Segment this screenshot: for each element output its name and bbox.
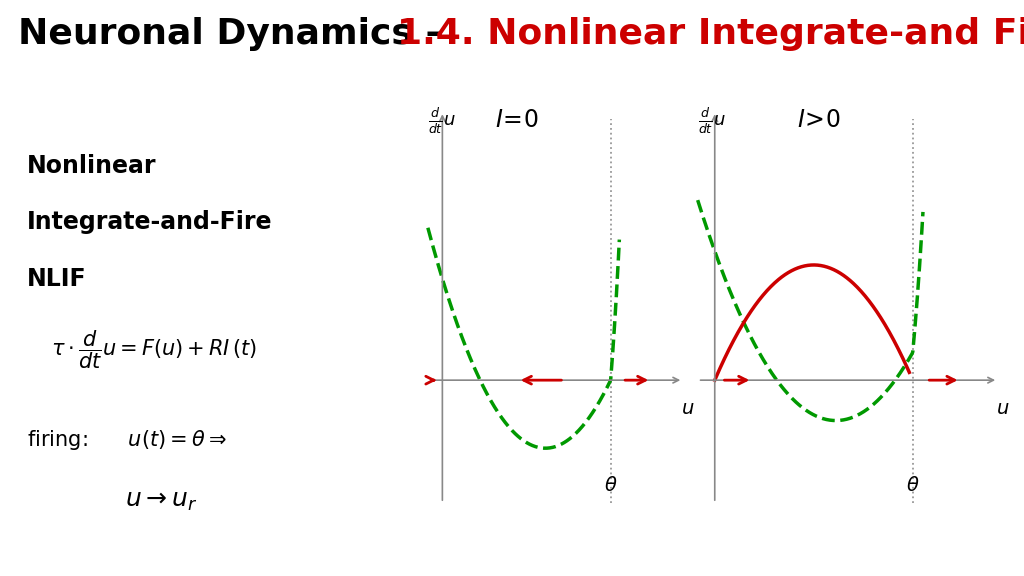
Text: $I\!=\!0$: $I\!=\!0$	[495, 108, 539, 132]
Text: $u$: $u$	[996, 399, 1010, 418]
Text: $u$: $u$	[681, 399, 695, 418]
Text: 1.4. Nonlinear Integrate-and Fire: 1.4. Nonlinear Integrate-and Fire	[397, 17, 1024, 51]
Text: Nonlinear: Nonlinear	[27, 154, 156, 177]
Text: $\theta$: $\theta$	[604, 476, 617, 495]
Text: Integrate-and-Fire: Integrate-and-Fire	[27, 210, 272, 234]
Text: $I\!>\!0$: $I\!>\!0$	[797, 108, 841, 132]
Text: $\frac{d}{dt}u$: $\frac{d}{dt}u$	[428, 107, 456, 137]
Text: $u \rightarrow u_r$: $u \rightarrow u_r$	[125, 489, 198, 513]
Text: $\theta$: $\theta$	[906, 476, 920, 495]
Text: NLIF: NLIF	[27, 267, 86, 291]
Text: $\tau \cdot \dfrac{d}{dt}u = F(u) + RI\,(t)$: $\tau \cdot \dfrac{d}{dt}u = F(u) + RI\,…	[51, 328, 257, 371]
Text: Neuronal Dynamics –: Neuronal Dynamics –	[18, 17, 457, 51]
Text: firing:      $u(t) = \theta \Rightarrow$: firing: $u(t) = \theta \Rightarrow$	[27, 427, 226, 452]
Text: $\frac{d}{dt}u$: $\frac{d}{dt}u$	[697, 107, 725, 137]
